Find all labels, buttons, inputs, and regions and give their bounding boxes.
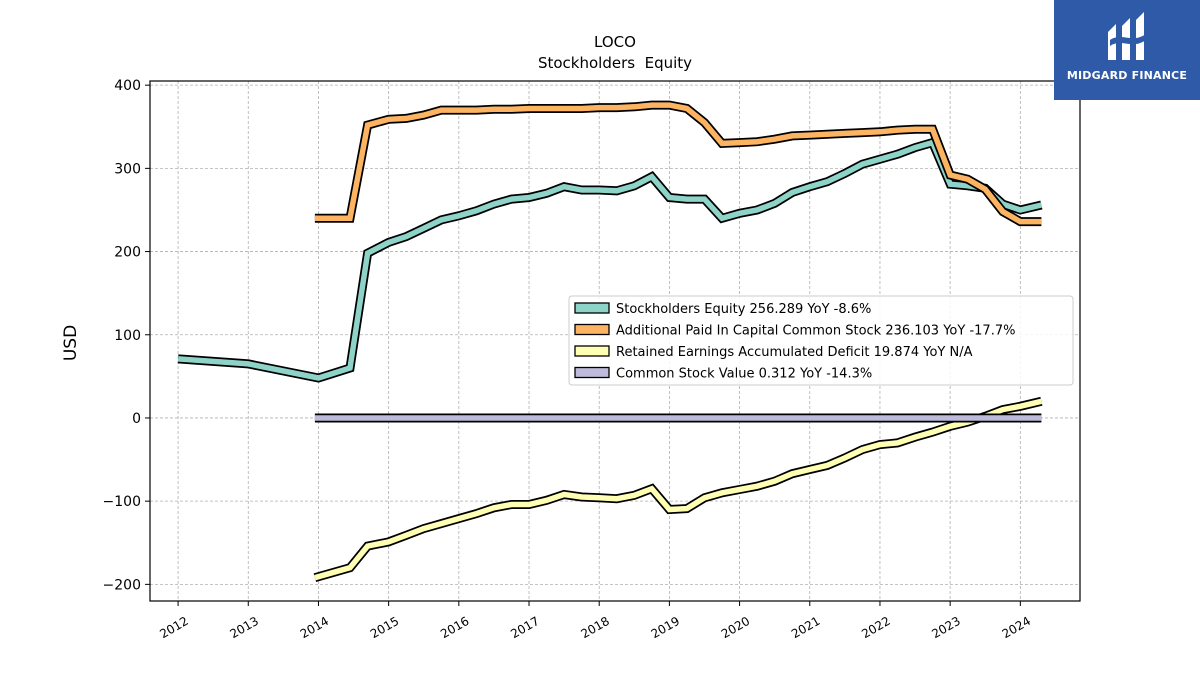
x-tick-label: 2017 <box>508 614 541 641</box>
y-tick-label: −100 <box>103 494 141 510</box>
legend-swatch <box>574 366 610 379</box>
series-line <box>314 398 1043 581</box>
y-tick-label: 0 <box>132 411 141 427</box>
x-tick-label: 2015 <box>368 614 401 641</box>
y-tick-label: 400 <box>114 78 141 94</box>
series-outline <box>314 100 1042 227</box>
x-tick-label: 2024 <box>1000 614 1033 641</box>
x-tick-label: 2012 <box>157 614 190 641</box>
y-tick-label: 300 <box>114 161 141 177</box>
legend-label: Additional Paid In Capital Common Stock … <box>616 324 1015 339</box>
chart-title: LOCO <box>594 33 636 51</box>
x-tick-label: 2013 <box>228 614 261 641</box>
series-line <box>177 139 1043 381</box>
legend-label: Retained Earnings Accumulated Deficit 19… <box>616 345 973 360</box>
x-tick-label: 2016 <box>438 614 471 641</box>
x-tick-label: 2022 <box>859 614 892 641</box>
series-line <box>314 102 1042 225</box>
series-layer <box>177 100 1043 583</box>
legend: Stockholders Equity 256.289 YoY -8.6% Add… <box>568 295 1074 386</box>
series-outline <box>313 396 1043 583</box>
legend-swatch <box>574 323 610 336</box>
x-tick-label: 2020 <box>719 614 752 641</box>
x-tick-label: 2021 <box>789 614 822 641</box>
legend-label: Common Stock Value 0.312 YoY -14.3% <box>616 367 872 382</box>
x-tick-label: 2023 <box>929 614 962 641</box>
y-tick-label: 200 <box>114 245 141 261</box>
brand-name: MIDGARD FINANCE <box>1066 69 1188 82</box>
legend-label: Stockholders Equity 256.289 YoY -8.6% <box>616 302 871 317</box>
x-tick-label: 2014 <box>298 614 331 641</box>
chart-subtitle: Stockholders Equity <box>538 54 692 72</box>
brand-logo: MIDGARD FINANCE <box>1054 0 1200 100</box>
legend-swatch <box>574 345 610 357</box>
y-tick-label: 100 <box>114 328 141 344</box>
legend-box <box>568 295 1074 386</box>
x-tick-label: 2018 <box>578 614 611 641</box>
legend-swatch <box>574 302 610 314</box>
plot-frame <box>149 80 1081 602</box>
x-tick-label: 2019 <box>649 614 682 641</box>
y-tick-label: −200 <box>103 577 141 593</box>
y-axis-label: USD <box>61 325 81 361</box>
midgard-logo-icon <box>1108 12 1146 60</box>
